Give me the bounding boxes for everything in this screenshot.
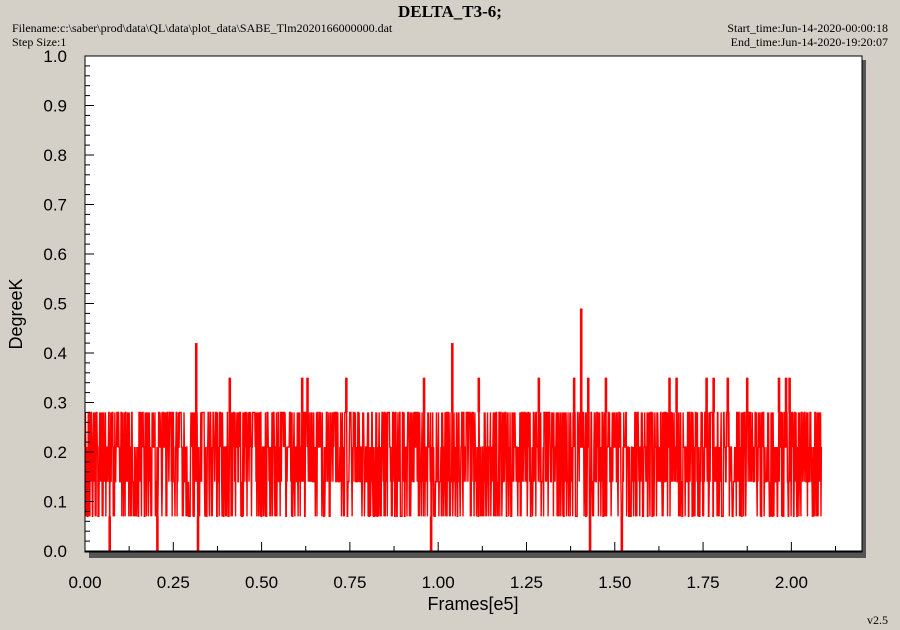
start-time-label: Start_time:Jun-14-2020-00:00:18 (727, 21, 888, 35)
x-tick-label: 2.00 (775, 573, 808, 592)
x-tick-label: 1.00 (422, 573, 455, 592)
x-tick-label: 0.50 (245, 573, 278, 592)
y-tick-label: 0.4 (43, 344, 67, 363)
x-axis-label: Frames[e5] (427, 594, 518, 614)
x-tick-label: 1.50 (598, 573, 631, 592)
series-line (84, 308, 823, 552)
y-tick-label: 0.8 (43, 146, 67, 165)
x-tick-label: 0.00 (68, 573, 101, 592)
y-axis-label: DegreeK (6, 278, 26, 349)
x-tick-label: 1.25 (510, 573, 543, 592)
x-tick-label: 0.75 (333, 573, 366, 592)
step-size-label: Step Size:1 (12, 35, 67, 49)
y-tick-label: 0.9 (43, 97, 67, 116)
series-layer (84, 308, 823, 552)
x-tick-label: 1.75 (687, 573, 720, 592)
y-tick-label: 0.6 (43, 245, 67, 264)
chart-title: DELTA_T3-6; (398, 2, 502, 21)
y-tick-label: 0.3 (43, 394, 67, 413)
y-tick-label: 0.1 (43, 493, 67, 512)
y-tick-label: 0.7 (43, 196, 67, 215)
y-tick-label: 0.2 (43, 443, 67, 462)
version-label: v2.5 (867, 613, 888, 627)
y-tick-label: 1.0 (43, 47, 67, 66)
x-tick-label: 0.25 (157, 573, 190, 592)
axis-layer: 0.0 0.1 0.2 0.3 0.4 0.5 0.6 0.7 0.8 0.9 1.0 0.00 0.2… (43, 47, 862, 592)
end-time-label: End_time:Jun-14-2020-19:20:07 (730, 35, 888, 49)
filename-label: Filename:c:\saber\prod\data\QL\data\plot… (12, 21, 393, 35)
y-tick-label: 0.5 (43, 295, 67, 314)
y-tick-label: 0.0 (43, 542, 67, 561)
